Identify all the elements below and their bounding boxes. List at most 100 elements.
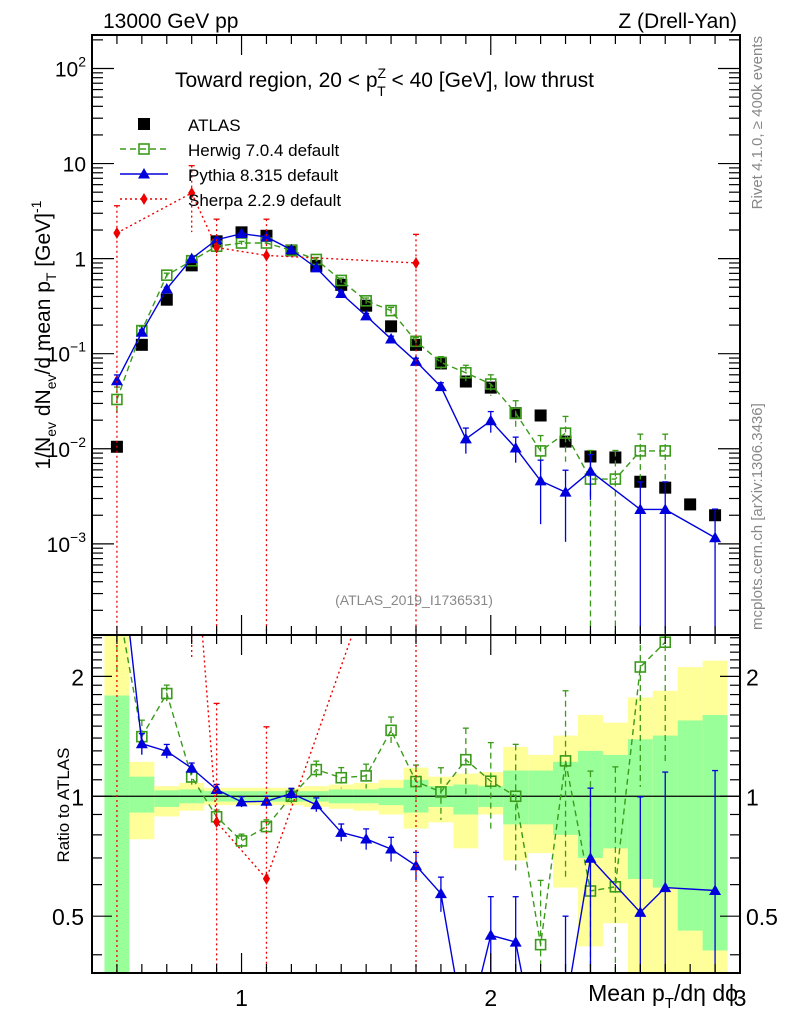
plot-title: Toward region, 20 < pZ T < 40 [GeV], low … [175, 65, 594, 99]
title-part2: < 40 [GeV], low thrust [386, 69, 595, 92]
herwig-ratio-point [310, 763, 323, 776]
herwig-ratio-point [260, 820, 273, 833]
herwig-ratio-point [160, 687, 173, 700]
sherpa-point [213, 241, 221, 254]
legend: ATLAS Herwig 7.0.4 default Pythia 8.315 de… [120, 116, 341, 210]
pythia-point [160, 282, 173, 294]
rivet-label: Rivet 4.1.0, ≥ 400k events [749, 36, 766, 209]
sherpa-point [262, 249, 271, 262]
herwig-point [659, 445, 672, 457]
herwig-ratio-point [484, 775, 497, 788]
main-series [110, 165, 722, 635]
pythia-ratio-point [260, 795, 273, 806]
ratio-y-tick-label: 0.5 [52, 904, 84, 930]
sherpa-ratio-point [213, 815, 221, 828]
atlas-point [385, 320, 398, 333]
herwig-point [559, 427, 572, 439]
pythia-ratio-point [634, 906, 647, 917]
sherpa-ratio-point [262, 872, 271, 885]
ratio-series [113, 447, 722, 1013]
header-right: Z (Drell-Yan) [618, 10, 737, 33]
pythia-point [360, 309, 373, 321]
ratio-y-tick-label-right: 0.5 [746, 904, 778, 930]
pythia-point [310, 261, 323, 273]
header-left: 13000 GeV pp [103, 10, 238, 33]
pythia-ratio-point [285, 787, 298, 798]
herwig-point [435, 356, 447, 369]
sherpa-point [188, 187, 196, 200]
herwig-point [335, 274, 348, 287]
x-tick-label: 3 [734, 985, 747, 1011]
pythia-ratio-point [185, 762, 198, 773]
herwig-ratio-line [122, 635, 666, 945]
legend-pythia-marker [138, 168, 150, 179]
sherpa-point [412, 256, 420, 269]
pythia-point [659, 503, 672, 514]
legend-herwig-marker [138, 143, 150, 155]
pythia-ratio-point [160, 745, 173, 756]
pythia-point [385, 332, 398, 344]
pythia-point [459, 432, 472, 444]
herwig-ratio-point [609, 880, 622, 893]
ratio-band-stat [154, 790, 180, 807]
sherpa-point [113, 227, 121, 240]
pythia-ratio-point [509, 936, 522, 947]
title-part1: Toward region, 20 < p [175, 69, 378, 92]
herwig-point [111, 393, 123, 406]
herwig-ratio-point [509, 790, 522, 803]
y-tick-label: 102 [55, 53, 86, 81]
pythia-point [634, 503, 647, 514]
legend-atlas-label: ATLAS [188, 116, 241, 135]
pythia-ratio-point [310, 798, 323, 810]
pythia-point [709, 531, 722, 543]
legend-sherpa-marker [140, 193, 148, 205]
sherpa-ratio-point [188, 487, 195, 499]
pythia-point [559, 486, 572, 497]
x-tick-label: 2 [484, 985, 497, 1011]
herwig-point [509, 407, 522, 419]
pythia-point [484, 414, 497, 426]
analysis-id: (ATLAS_2019_I1736531) [335, 592, 493, 608]
y-tick-label: 10−2 [47, 434, 87, 462]
pythia-ratio-point [560, 1002, 572, 1013]
pythia-point [584, 465, 597, 476]
herwig-point [160, 269, 173, 281]
herwig-ratio-point [335, 771, 348, 784]
herwig-point [460, 366, 472, 379]
legend-herwig-label: Herwig 7.0.4 default [188, 141, 339, 160]
pythia-ratio-point [709, 884, 722, 895]
pythia-ratio-point [434, 887, 447, 899]
herwig-point [360, 295, 372, 307]
axis-ticks: 1 2 3 10−3 10−2 10−1 1 10 102 0.5 0.5 1 1 2 2 [47, 35, 778, 1011]
x-axis-label: Mean pT/dη dϕ [588, 980, 738, 1012]
pythia-ratio-point [659, 881, 672, 893]
herwig-point [609, 473, 622, 485]
herwig-line [116, 242, 666, 480]
herwig-ratio-point [435, 786, 447, 798]
pythia-point [260, 230, 273, 242]
herwig-point [385, 304, 397, 317]
herwig-ratio-point [235, 835, 248, 847]
atlas-point [609, 451, 622, 464]
y-tick-label: 10−1 [47, 339, 87, 367]
ratio-y-tick-label: 1 [71, 784, 84, 810]
pythia-ratio-point [360, 832, 373, 844]
herwig-ratio-point [634, 661, 647, 673]
pythia-point [434, 380, 447, 392]
pythia-point [185, 252, 198, 264]
herwig-ratio-point [460, 753, 472, 766]
pythia-point [135, 326, 148, 337]
pythia-ratio-point [335, 826, 348, 837]
atlas-point [135, 338, 148, 351]
pythia-ratio-point [135, 737, 148, 749]
y-tick-label: 10 [63, 154, 86, 177]
pythia-ratio-point [410, 859, 422, 871]
legend-atlas-marker [138, 118, 150, 130]
ratio-y-axis-label: Ratio to ATLAS [54, 748, 73, 863]
pythia-point [335, 287, 348, 298]
x-tick-label: 1 [235, 985, 248, 1011]
sherpa-ratio-point [412, 447, 419, 459]
ratio-y-tick-label-right: 2 [746, 664, 759, 690]
pythia-ratio-point [385, 843, 398, 854]
